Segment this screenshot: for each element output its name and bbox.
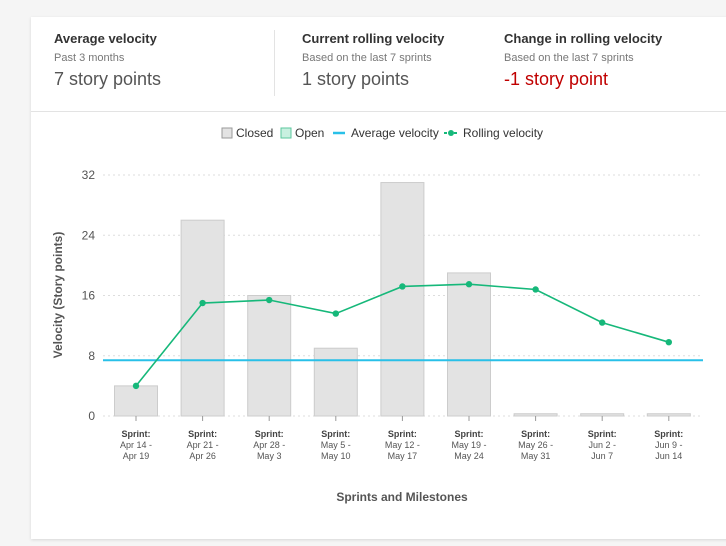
bar-closed: [114, 385, 158, 417]
legend-open-swatch: [280, 127, 292, 139]
x-tick-label: May 10: [321, 451, 351, 461]
stat-value: 7 story points: [54, 69, 162, 89]
stat-current-rolling-velocity: Current rolling velocity Based on the la…: [302, 31, 444, 90]
x-tick-label: Jun 9 -: [655, 440, 683, 450]
x-tick-label: Apr 26: [189, 451, 216, 461]
x-tick-label: Sprint:: [588, 429, 617, 439]
bar-closed: [646, 413, 691, 417]
legend-closed-swatch: [221, 127, 233, 139]
stats-panel: Average velocity Past 3 months 7 story p…: [31, 17, 726, 112]
rolling-velocity-point: [599, 319, 606, 326]
bar-closed: [380, 182, 425, 417]
x-tick-label: Sprint:: [122, 429, 151, 439]
stat-value: 1 story points: [302, 69, 410, 89]
x-axis-title: Sprints and Milestones: [336, 490, 468, 504]
legend-closed-label: Closed: [236, 126, 273, 140]
y-tick-label: 8: [88, 349, 95, 363]
y-tick-label: 16: [82, 289, 96, 303]
x-tick-label: Sprint:: [188, 429, 217, 439]
x-tick-label: May 5 -: [321, 440, 351, 450]
stat-change-rolling-velocity: Change in rolling velocity Based on the …: [504, 31, 662, 90]
x-tick-label: Sprint:: [388, 429, 417, 439]
x-tick-label: Jun 14: [655, 451, 682, 461]
velocity-card: Average velocity Past 3 months 7 story p…: [31, 17, 726, 539]
bar-closed: [313, 347, 358, 417]
y-tick-label: 32: [82, 168, 96, 182]
rolling-velocity-point: [332, 310, 339, 317]
x-tick-label: Sprint:: [455, 429, 484, 439]
x-tick-label: May 12 -: [385, 440, 420, 450]
bar-closed: [180, 219, 225, 417]
x-tick-label: May 17: [388, 451, 418, 461]
x-tick-label: Apr 28 -: [253, 440, 285, 450]
x-tick-label: Sprint:: [654, 429, 683, 439]
x-tick-label: May 24: [454, 451, 484, 461]
bar-closed: [580, 413, 625, 417]
rolling-velocity-point: [665, 338, 672, 346]
stat-subtitle: Based on the last 7 sprints: [302, 52, 432, 64]
bar-closed: [247, 295, 292, 417]
x-tick-label: Apr 21 -: [187, 440, 219, 450]
x-tick-label: May 26 -: [518, 440, 553, 450]
x-tick-label: Jun 2 -: [588, 440, 616, 450]
rolling-velocity-point: [199, 299, 206, 307]
legend-rolling-marker: [448, 130, 454, 136]
x-tick-label: Jun 7: [591, 451, 613, 461]
x-tick-label: May 19 -: [451, 440, 486, 450]
y-axis-title: Velocity (Story points): [51, 232, 65, 359]
legend-rolling-label: Rolling velocity: [463, 126, 543, 140]
x-tick-label: Sprint:: [521, 429, 550, 439]
stat-average-velocity: Average velocity Past 3 months 7 story p…: [54, 31, 161, 90]
rolling-velocity-point: [266, 296, 273, 304]
x-tick-label: Sprint:: [321, 429, 350, 439]
y-tick-label: 0: [88, 409, 95, 423]
x-tick-label: Sprint:: [255, 429, 284, 439]
x-tick-label: Apr 19: [123, 451, 150, 461]
x-tick-label: Apr 14 -: [120, 440, 152, 450]
x-tick-label: May 3: [257, 451, 282, 461]
legend-average-label: Average velocity: [351, 126, 439, 140]
rolling-velocity-point: [132, 382, 140, 390]
y-tick-label: 24: [82, 228, 96, 242]
rolling-velocity-point: [532, 286, 539, 293]
rolling-velocity-point: [399, 283, 406, 290]
bar-closed: [447, 272, 491, 417]
stat-subtitle: Past 3 months: [54, 52, 125, 64]
x-tick-label: May 31: [521, 451, 551, 461]
stat-title: Current rolling velocity: [302, 31, 445, 46]
bar-closed: [513, 413, 558, 417]
stat-subtitle: Based on the last 7 sprints: [504, 52, 634, 64]
rolling-velocity-point: [465, 281, 473, 288]
stats-divider: [274, 30, 275, 96]
stat-title: Change in rolling velocity: [504, 31, 663, 46]
stat-title: Average velocity: [54, 31, 157, 46]
legend-open-label: Open: [295, 126, 324, 140]
stat-value: -1 story point: [504, 69, 609, 89]
